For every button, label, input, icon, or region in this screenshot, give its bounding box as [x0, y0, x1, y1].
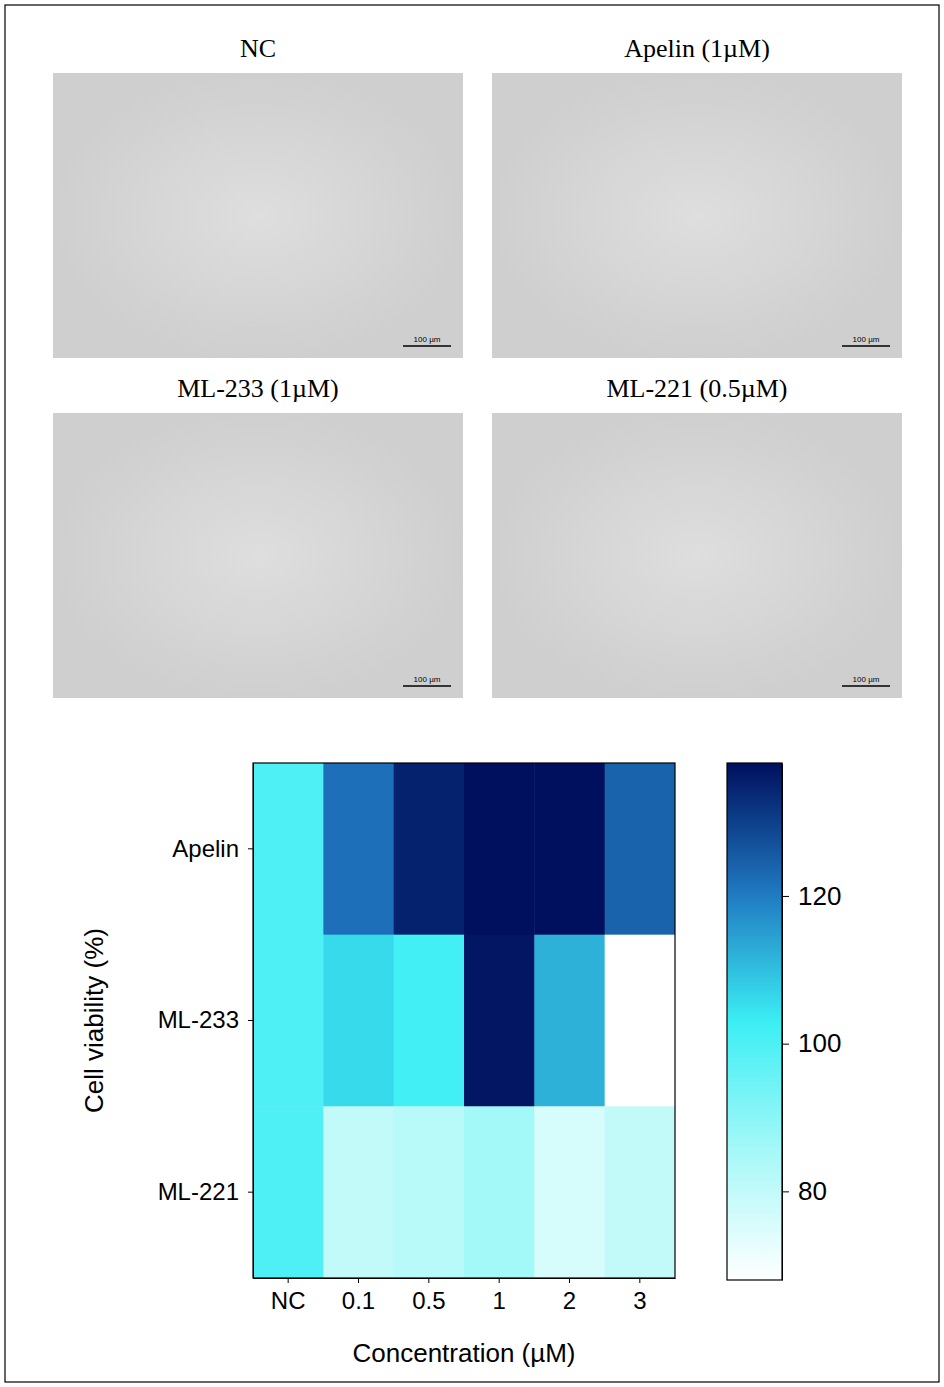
colorbar-tick-label: 100	[798, 1028, 841, 1058]
scale-bar	[403, 345, 451, 347]
x-tick-label: 0.5	[412, 1287, 445, 1314]
micrograph-image	[492, 73, 902, 358]
x-tick: 2	[563, 1278, 576, 1314]
heatmap-cell	[323, 763, 394, 935]
scale-bar-label: 100 µm	[853, 335, 880, 344]
x-tick-label: 2	[563, 1287, 576, 1314]
y-axis-line	[253, 764, 254, 1279]
colorbar-tick-mark	[782, 1044, 789, 1045]
colorbar-tick-label: 120	[798, 881, 841, 911]
x-tick-mark	[639, 1278, 640, 1283]
heatmap-cell	[253, 935, 324, 1107]
colorbar-tick: 120	[782, 881, 841, 911]
colorbar-tick: 80	[782, 1176, 827, 1206]
panel-title: ML-221 (0.5µM)	[606, 374, 787, 403]
micrograph-image	[492, 413, 902, 698]
y-tick: ML-233	[158, 1006, 253, 1033]
y-tick-label: ML-233	[158, 1006, 239, 1033]
colorbar-axis: 80 100 120	[782, 764, 841, 1281]
heatmap-cell	[323, 935, 394, 1107]
x-tick-mark	[358, 1278, 359, 1283]
x-tick-mark	[569, 1278, 570, 1283]
heatmap-cell	[605, 763, 675, 935]
panel-title: Apelin (1µM)	[624, 34, 770, 63]
x-tick-mark	[499, 1278, 500, 1283]
y-tick-mark	[248, 848, 253, 849]
y-tick-mark	[248, 1020, 253, 1021]
heatmap-cell	[253, 1106, 324, 1278]
heatmap-cell	[534, 763, 605, 935]
x-axis: NC 0.1 0.5 1 2 3	[254, 1278, 676, 1314]
micrograph-image	[53, 413, 463, 698]
x-tick: 3	[633, 1278, 646, 1314]
heatmap-cell	[394, 935, 465, 1107]
heatmap-cell	[534, 1106, 605, 1278]
micrograph-panel: ML-233 (1µM) 100 µm	[53, 374, 463, 698]
y-axis-title: Cell viability (%)	[79, 928, 109, 1113]
plot-frame	[253, 763, 675, 1278]
heatmap-cell	[394, 763, 465, 935]
heatmap-cells	[253, 763, 675, 1278]
y-tick: ML-221	[158, 1178, 253, 1205]
heatmap-cell	[323, 1106, 394, 1278]
heatmap-cell	[253, 763, 324, 935]
scale-bar	[842, 345, 890, 347]
colorbar-tick: 100	[782, 1028, 841, 1058]
x-tick-mark	[428, 1278, 429, 1283]
x-tick-label: 1	[492, 1287, 505, 1314]
panel-title: ML-233 (1µM)	[177, 374, 339, 403]
colorbar-axis-line	[782, 764, 783, 1281]
x-tick: 0.5	[412, 1278, 445, 1314]
figure: NC100 µmApelin (1µM)100 µmML-233 (1µM)10…	[0, 0, 944, 1387]
x-axis-title: Concentration (µM)	[352, 1338, 575, 1368]
micrograph-image	[53, 73, 463, 358]
scale-bar-label: 100 µm	[414, 675, 441, 684]
x-tick: 1	[492, 1278, 505, 1314]
x-tick-label: 0.1	[342, 1287, 375, 1314]
heatmap-cell	[534, 935, 605, 1107]
x-tick-label: 3	[633, 1287, 646, 1314]
y-tick-label: Apelin	[172, 835, 239, 862]
x-tick-label: NC	[271, 1287, 306, 1314]
heatmap-cell	[464, 1106, 535, 1278]
heatmap-cell	[605, 1106, 675, 1278]
panel-title: NC	[240, 34, 276, 63]
x-tick: NC	[271, 1278, 306, 1314]
micrograph-panel: NC 100 µm	[53, 34, 463, 358]
heatmap-cell	[464, 935, 535, 1107]
y-axis: Apelin ML-233 ML-221	[158, 764, 254, 1279]
colorbar	[727, 763, 782, 1280]
heatmap-cell	[605, 935, 675, 1107]
colorbar-tick-label: 80	[798, 1176, 827, 1206]
scale-bar	[403, 685, 451, 687]
colorbar-tick-mark	[782, 896, 789, 897]
scale-bar-label: 100 µm	[414, 335, 441, 344]
y-tick: Apelin	[172, 835, 253, 862]
y-tick-label: ML-221	[158, 1178, 239, 1205]
micrograph-panel: Apelin (1µM) 100 µm	[492, 34, 902, 358]
y-tick-mark	[248, 1192, 253, 1193]
colorbar-tick-mark	[782, 1191, 789, 1192]
heatmap-cell	[464, 763, 535, 935]
heatmap-cell	[394, 1106, 465, 1278]
figure-frame	[5, 5, 939, 1382]
x-axis-line	[254, 1278, 676, 1279]
micrograph-panel: ML-221 (0.5µM) 100 µm	[492, 374, 902, 698]
scale-bar	[842, 685, 890, 687]
x-tick: 0.1	[342, 1278, 375, 1314]
x-tick-mark	[288, 1278, 289, 1283]
scale-bar-label: 100 µm	[853, 675, 880, 684]
